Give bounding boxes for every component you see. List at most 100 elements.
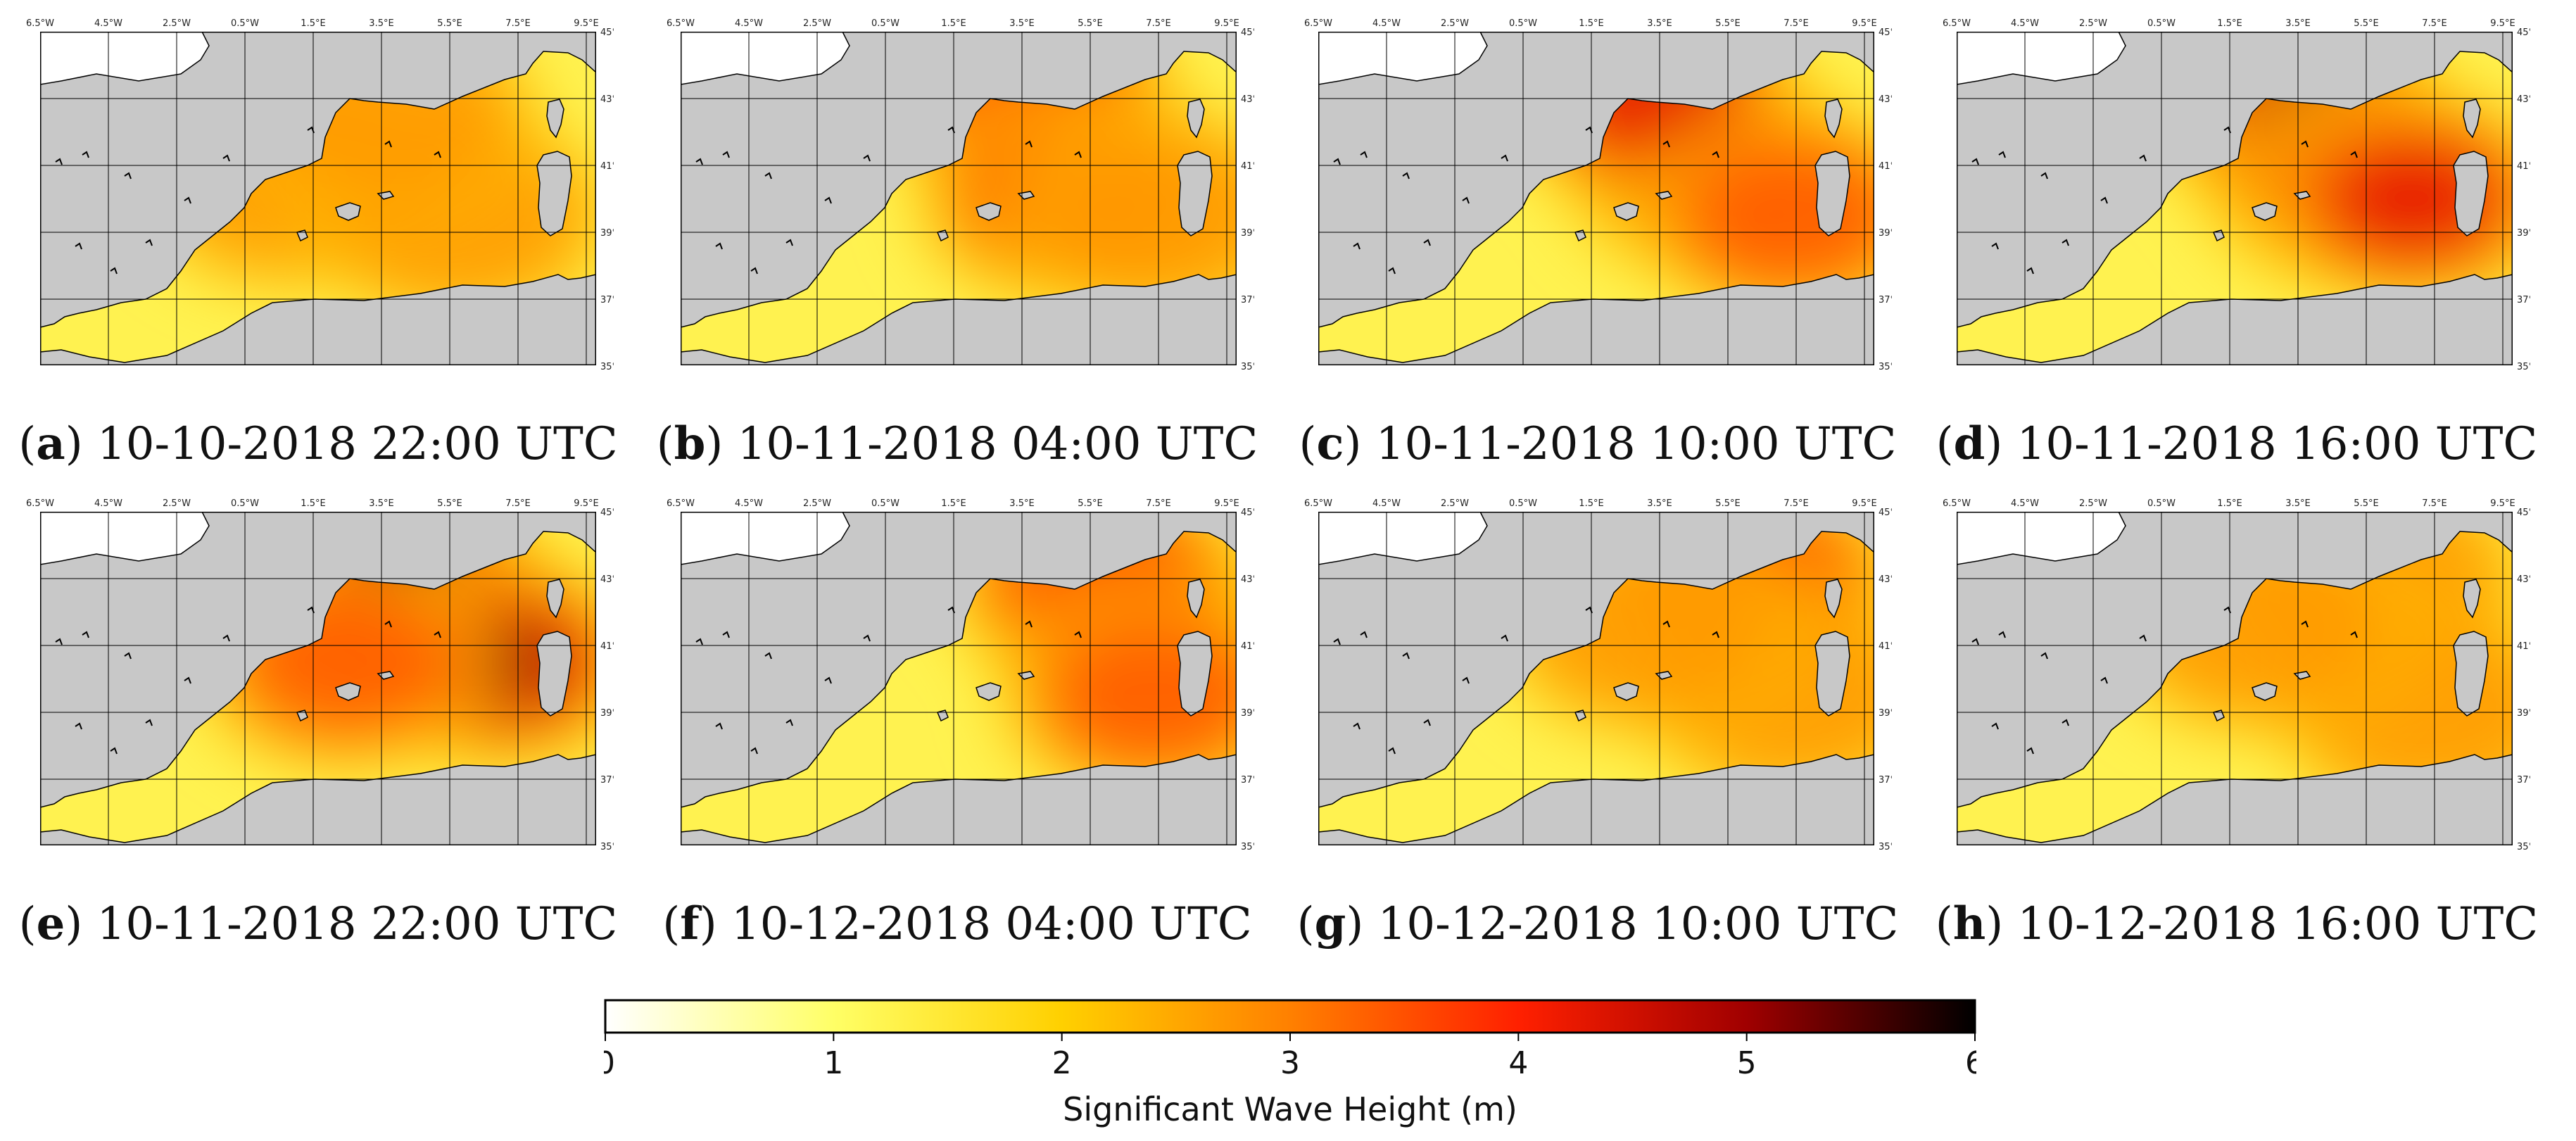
lon-tick-label: 5.5°E: [2354, 498, 2378, 509]
land-feature: [110, 267, 118, 275]
lon-tick-label: 1.5°E: [1579, 498, 1603, 509]
lon-tick-label: 0.5°W: [871, 18, 899, 29]
lat-tick-label: 43°N: [1241, 574, 1254, 585]
map-tick-labels: 6.5°W 4.5°W 2.5°W 0.5°W 1.5°E 3.5°E 5.5°E 7.5°E…: [1943, 18, 2530, 372]
no-data-region: [1957, 32, 2126, 85]
land-feature: [824, 196, 832, 204]
lat-tick-label: 43°N: [1241, 94, 1254, 105]
land-feature: [1991, 722, 1999, 730]
panel-timestamp: 10-12-2018 04:00 UTC: [731, 898, 1252, 950]
land-feature: [1402, 652, 1410, 660]
land-feature: [75, 722, 82, 730]
map-panel-b: [681, 32, 1237, 365]
colorbar-tick-label: 5: [1737, 1045, 1757, 1081]
land-feature: [2139, 154, 2147, 162]
lon-tick-label: 6.5°W: [667, 18, 695, 29]
lat-tick-label: 45°N: [1241, 27, 1254, 38]
lon-tick-label: 3.5°E: [369, 18, 393, 29]
mallorca-island: [1613, 202, 1639, 221]
lat-tick-label: 39°N: [2517, 228, 2530, 239]
lon-tick-label: 3.5°E: [1647, 18, 1672, 29]
lon-tick-label: 3.5°E: [369, 498, 393, 509]
no-data-region: [1957, 512, 2126, 565]
panel-letter: c: [1316, 417, 1344, 470]
corsica-island: [1824, 579, 1843, 619]
land-feature: [863, 154, 871, 162]
land-feature: [1333, 638, 1341, 645]
lon-tick-label: 6.5°W: [667, 498, 695, 509]
lon-tick-label: 5.5°E: [437, 18, 462, 29]
colorbar-tick-label: 3: [1280, 1045, 1300, 1081]
corsica-island: [546, 579, 564, 619]
lat-tick-label: 39°N: [1241, 228, 1254, 239]
lon-tick-label: 4.5°W: [735, 18, 763, 29]
corsica-island: [1187, 99, 1205, 139]
no-data-region: [681, 512, 850, 565]
lon-tick-label: 1.5°E: [301, 18, 325, 29]
no-data-region: [1318, 512, 1488, 565]
map-border: [681, 512, 1237, 845]
panel-caption-h: (h) 10-12-2018 16:00 UTC: [1935, 897, 2539, 950]
lat-tick-label: 41°N: [2517, 161, 2530, 172]
lon-tick-label: 0.5°W: [2147, 498, 2176, 509]
land-feature: [1712, 631, 1719, 638]
lon-tick-label: 3.5°E: [2285, 498, 2310, 509]
lon-tick-label: 2.5°W: [803, 18, 831, 29]
lat-tick-label: 45°N: [2517, 508, 2530, 518]
land-feature: [1662, 140, 1670, 148]
ibiza-island: [936, 710, 949, 722]
corsica-island: [2463, 579, 2481, 619]
land-feature: [124, 652, 132, 660]
graticule: [40, 32, 596, 365]
land-feature: [1991, 242, 1999, 250]
land-feature: [2100, 196, 2108, 204]
land-feature: [1360, 151, 1368, 158]
lon-tick-label: 6.5°W: [1943, 18, 1971, 29]
land-feature: [1353, 722, 1360, 730]
land-feature: [124, 172, 132, 179]
lon-tick-label: 2.5°W: [1441, 18, 1469, 29]
panel-caption-b: (b) 10-11-2018 04:00 UTC: [656, 417, 1258, 470]
mallorca-island: [2252, 202, 2278, 221]
land-feature: [1423, 239, 1431, 246]
lat-tick-label: 45°N: [1241, 508, 1254, 518]
land-feature: [764, 172, 772, 179]
lat-tick-label: 35°N: [1241, 362, 1254, 372]
lon-tick-label: 4.5°W: [735, 498, 763, 509]
lat-tick-label: 35°N: [1879, 362, 1892, 372]
lon-tick-label: 1.5°E: [2217, 498, 2242, 509]
lon-tick-label: 7.5°E: [1146, 498, 1170, 509]
mallorca-island: [976, 682, 1002, 701]
lon-tick-label: 7.5°E: [1783, 498, 1808, 509]
map-panel-h: [1957, 512, 2513, 845]
lat-tick-label: 37°N: [1241, 295, 1254, 305]
lat-tick-label: 45°N: [2517, 27, 2530, 38]
land-feature: [1971, 158, 1979, 165]
lon-tick-label: 1.5°E: [941, 498, 966, 509]
lat-tick-label: 37°N: [600, 775, 614, 786]
lat-tick-label: 39°N: [1879, 228, 1892, 239]
panel-timestamp: 10-12-2018 16:00 UTC: [2017, 898, 2539, 950]
coastline: [40, 531, 596, 843]
lat-tick-label: 45°N: [1879, 508, 1892, 518]
land-feature: [1353, 242, 1360, 250]
lat-tick-label: 39°N: [600, 228, 614, 239]
land-feature: [1462, 196, 1470, 204]
panel-letter: h: [1952, 897, 1986, 950]
land-feature: [785, 239, 793, 246]
land-feature: [1388, 267, 1396, 275]
land-feature: [184, 196, 191, 204]
land-feature: [1462, 676, 1470, 684]
colorbar-ticks: 0 1 2 3 4 5 6: [595, 1033, 1985, 1081]
land-feature: [695, 638, 703, 645]
land-feature: [2040, 172, 2048, 179]
land-feature: [2139, 634, 2147, 642]
no-data-region: [40, 32, 210, 85]
land-feature: [1025, 140, 1033, 148]
graticule: [681, 32, 1237, 365]
lon-tick-label: 9.5°E: [1214, 498, 1239, 509]
land-feature: [863, 634, 871, 642]
coastline: [1957, 531, 2513, 843]
lat-tick-label: 39°N: [1241, 708, 1254, 719]
land-feature: [434, 151, 441, 158]
